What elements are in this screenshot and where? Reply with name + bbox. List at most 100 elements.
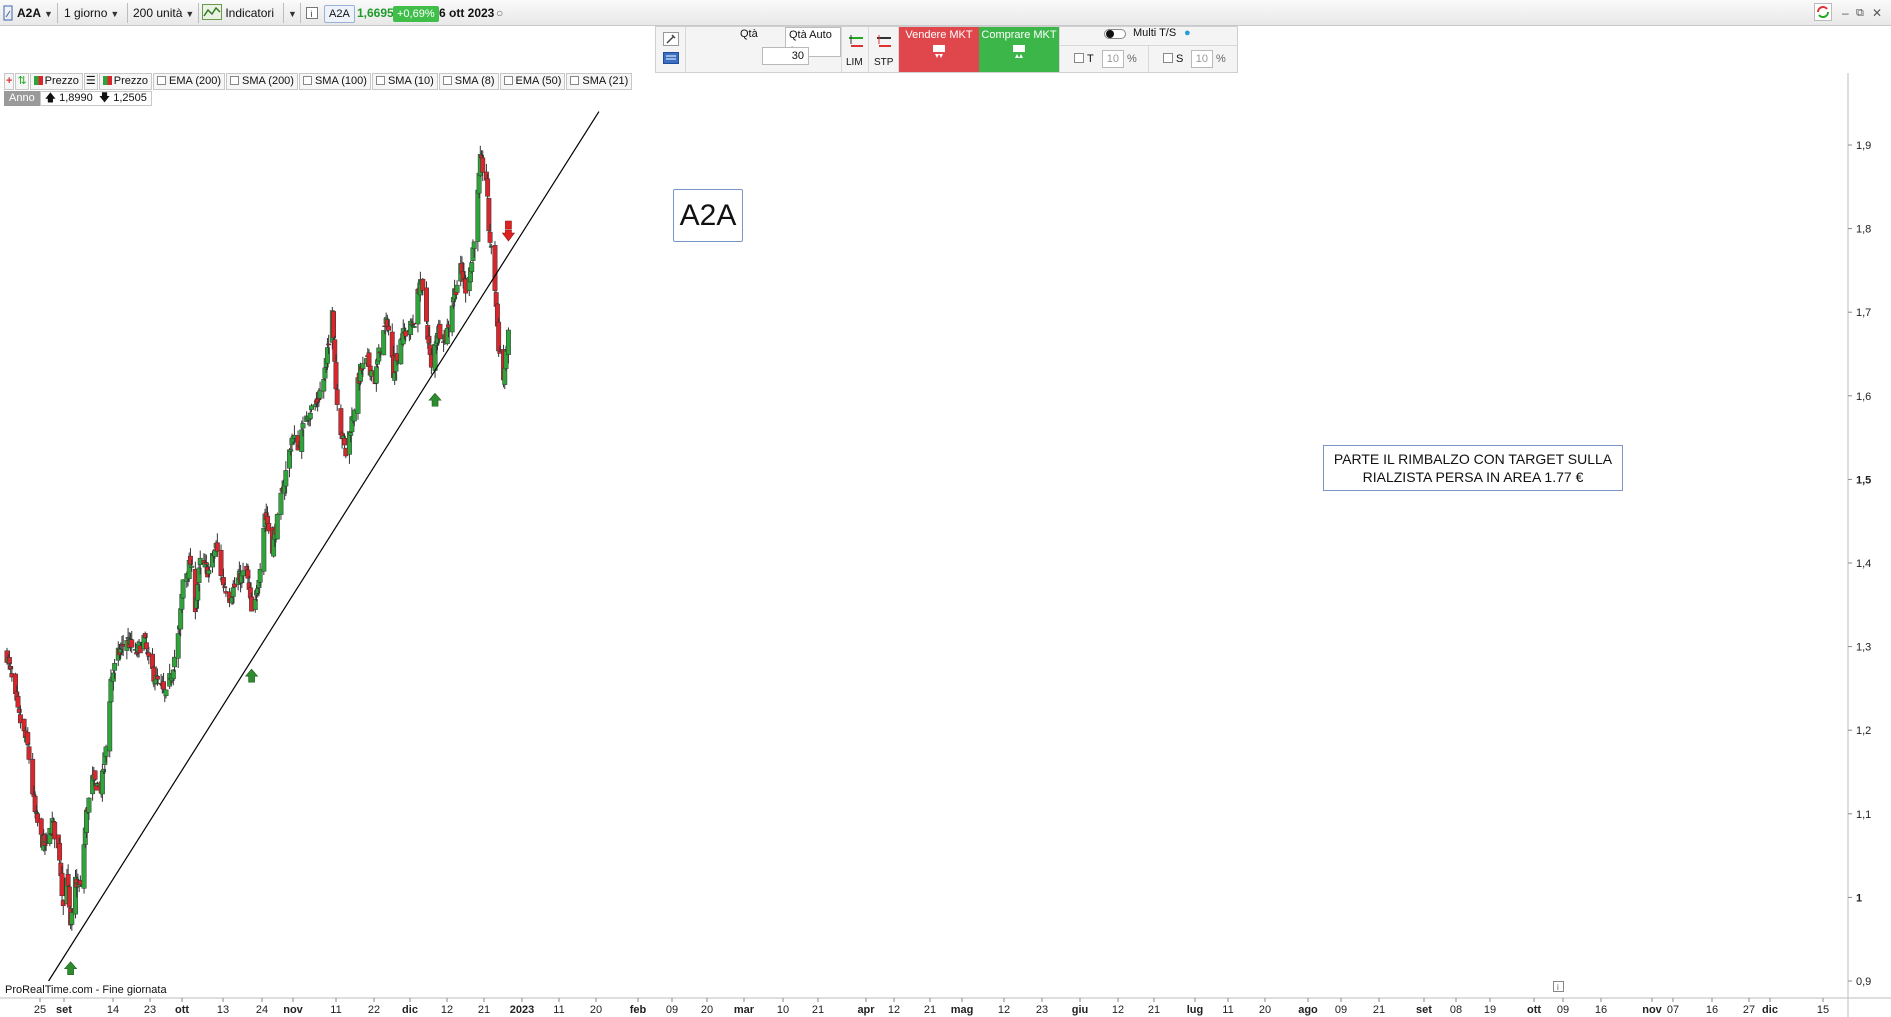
svg-text:i: i — [311, 9, 313, 19]
indicator-price-2[interactable]: Prezzo — [98, 73, 153, 90]
svg-text:i: i — [1557, 983, 1559, 992]
candle — [386, 319, 392, 336]
candle — [403, 327, 409, 342]
candle — [454, 280, 460, 293]
indicator-price-1[interactable]: Prezzo — [29, 73, 83, 90]
buy-signal-arrow-icon — [428, 392, 442, 407]
refresh-icon[interactable] — [1814, 3, 1832, 23]
indicator-ema-200[interactable]: EMA (200) — [153, 73, 225, 90]
t-input[interactable]: 10 — [1102, 50, 1124, 68]
close-icon[interactable]: ✕ — [1872, 6, 1883, 20]
add-indicator-button[interactable]: + — [4, 73, 15, 90]
last-date: 6 ott 2023 — [439, 6, 495, 20]
candle — [410, 314, 416, 328]
candle — [338, 404, 344, 436]
x-tick-label: mag — [951, 1004, 974, 1016]
indicator-sma-21[interactable]: SMA (21) — [566, 73, 633, 90]
x-tick-label: 22 — [368, 1004, 380, 1016]
x-tick-label: nov — [283, 1004, 303, 1016]
x-tick-label: 13 — [217, 1004, 229, 1016]
multi-ts-toggle[interactable] — [1104, 29, 1126, 39]
x-tick-label: giu — [1072, 1004, 1089, 1016]
x-tick-label: dic — [402, 1004, 418, 1016]
candle — [222, 582, 228, 589]
indicator-sma-8[interactable]: SMA (8) — [438, 73, 499, 90]
range-period[interactable]: Anno — [4, 91, 40, 106]
ticker-label: A2A — [324, 5, 355, 23]
candle — [42, 833, 48, 856]
chevron-down-icon: ▼ — [288, 9, 297, 19]
chevron-down-icon: ▼ — [44, 9, 53, 19]
price-chart[interactable]: 1,9 1,8 1,7 1,6 1,5 1,4 1,3 1,2 1,1 1 0,9 25 set 14 23… — [0, 73, 1891, 1017]
candle — [170, 669, 176, 686]
qty-input[interactable]: 30 — [762, 47, 809, 65]
candle — [408, 318, 414, 340]
symbol-selector[interactable]: A2A ▼ — [17, 3, 53, 23]
note-line-2: RIALZISTA PERSA IN AREA 1.77 € — [1362, 469, 1584, 485]
note-line-1: PARTE IL RIMBALZO CON TARGET SULLA — [1333, 451, 1613, 467]
chart-note-annotation[interactable]: PARTE IL RIMBALZO CON TARGET SULLA RIALZ… — [1323, 445, 1623, 491]
candle — [257, 563, 263, 587]
wrench-icon[interactable] — [663, 32, 679, 46]
candle — [214, 533, 220, 557]
indicator-label: SMA (8) — [454, 75, 495, 87]
indicators-button[interactable]: Indicatori — [202, 3, 274, 23]
x-tick-label: 24 — [256, 1004, 268, 1016]
candle — [492, 241, 498, 298]
x-tick-label: 14 — [107, 1004, 119, 1016]
candle — [189, 559, 195, 572]
arrows-icon: ⇅ — [17, 75, 27, 87]
candle — [437, 320, 443, 341]
buy-signal-arrow-icon — [63, 961, 78, 976]
candle — [331, 310, 336, 341]
x-tick-label: dic — [1762, 1004, 1778, 1016]
candle — [283, 461, 289, 497]
indicators-dropdown[interactable]: ▼ — [285, 3, 297, 23]
indicator-sma-10[interactable]: SMA (10) — [371, 73, 438, 90]
candle — [469, 262, 475, 274]
limit-order-icon[interactable] — [847, 33, 865, 51]
candle — [30, 753, 36, 797]
take-profit-checkbox[interactable]: T — [1074, 53, 1094, 65]
x-tick-label: 12 — [1112, 1004, 1124, 1016]
candle — [324, 338, 330, 371]
arrow-down-icon: 🡇 — [98, 92, 111, 104]
indicator-sma-200[interactable]: SMA (200) — [226, 73, 298, 90]
candle — [35, 810, 41, 827]
sell-mkt-button[interactable]: Vendere MKT — [899, 27, 979, 72]
info-icon[interactable]: i — [1553, 981, 1564, 992]
list-icon[interactable]: ☰ — [83, 73, 98, 90]
x-tick-label: nov — [1642, 1004, 1662, 1016]
indicator-sma-100[interactable]: SMA (100) — [298, 73, 371, 90]
stop-loss-checkbox[interactable]: S — [1163, 53, 1183, 65]
candle — [142, 631, 148, 639]
info-button[interactable]: i — [306, 3, 318, 23]
indicators-label: Indicatori — [225, 6, 275, 20]
symbol-info-icon[interactable] — [2, 3, 14, 23]
candle — [300, 416, 306, 437]
x-tick-label: 27 — [1743, 1004, 1755, 1016]
x-tick-label: 09 — [1335, 1004, 1347, 1016]
x-tick-label: 21 — [478, 1004, 490, 1016]
y-tick-label: 1 — [1856, 892, 1862, 904]
units-selector[interactable]: 200 unità ▼ — [133, 3, 194, 23]
stop-order-icon[interactable] — [875, 33, 893, 51]
s-input[interactable]: 10 — [1191, 50, 1213, 68]
candle — [101, 768, 107, 774]
candle — [172, 649, 178, 673]
candle — [334, 383, 340, 411]
timeframe-selector[interactable]: 1 giorno ▼ — [64, 3, 119, 23]
x-tick-label: 23 — [1036, 1004, 1048, 1016]
chart-title-annotation[interactable]: A2A — [673, 189, 743, 242]
x-tick-label: 23 — [144, 1004, 156, 1016]
candle — [69, 908, 75, 931]
y-tick-label: 1,5 — [1856, 474, 1871, 486]
price-type-button[interactable]: ⇅ — [15, 73, 29, 90]
restore-icon[interactable]: ⧉ — [1856, 7, 1864, 19]
minimize-icon[interactable]: – — [1842, 6, 1849, 20]
ticker-badge[interactable]: A2A — [324, 3, 355, 23]
indicator-ema-50[interactable]: EMA (50) — [499, 73, 566, 90]
buy-mkt-button[interactable]: Comprare MKT — [979, 27, 1060, 72]
keyboard-icon[interactable] — [663, 52, 679, 64]
x-tick-label: 10 — [777, 1004, 789, 1016]
